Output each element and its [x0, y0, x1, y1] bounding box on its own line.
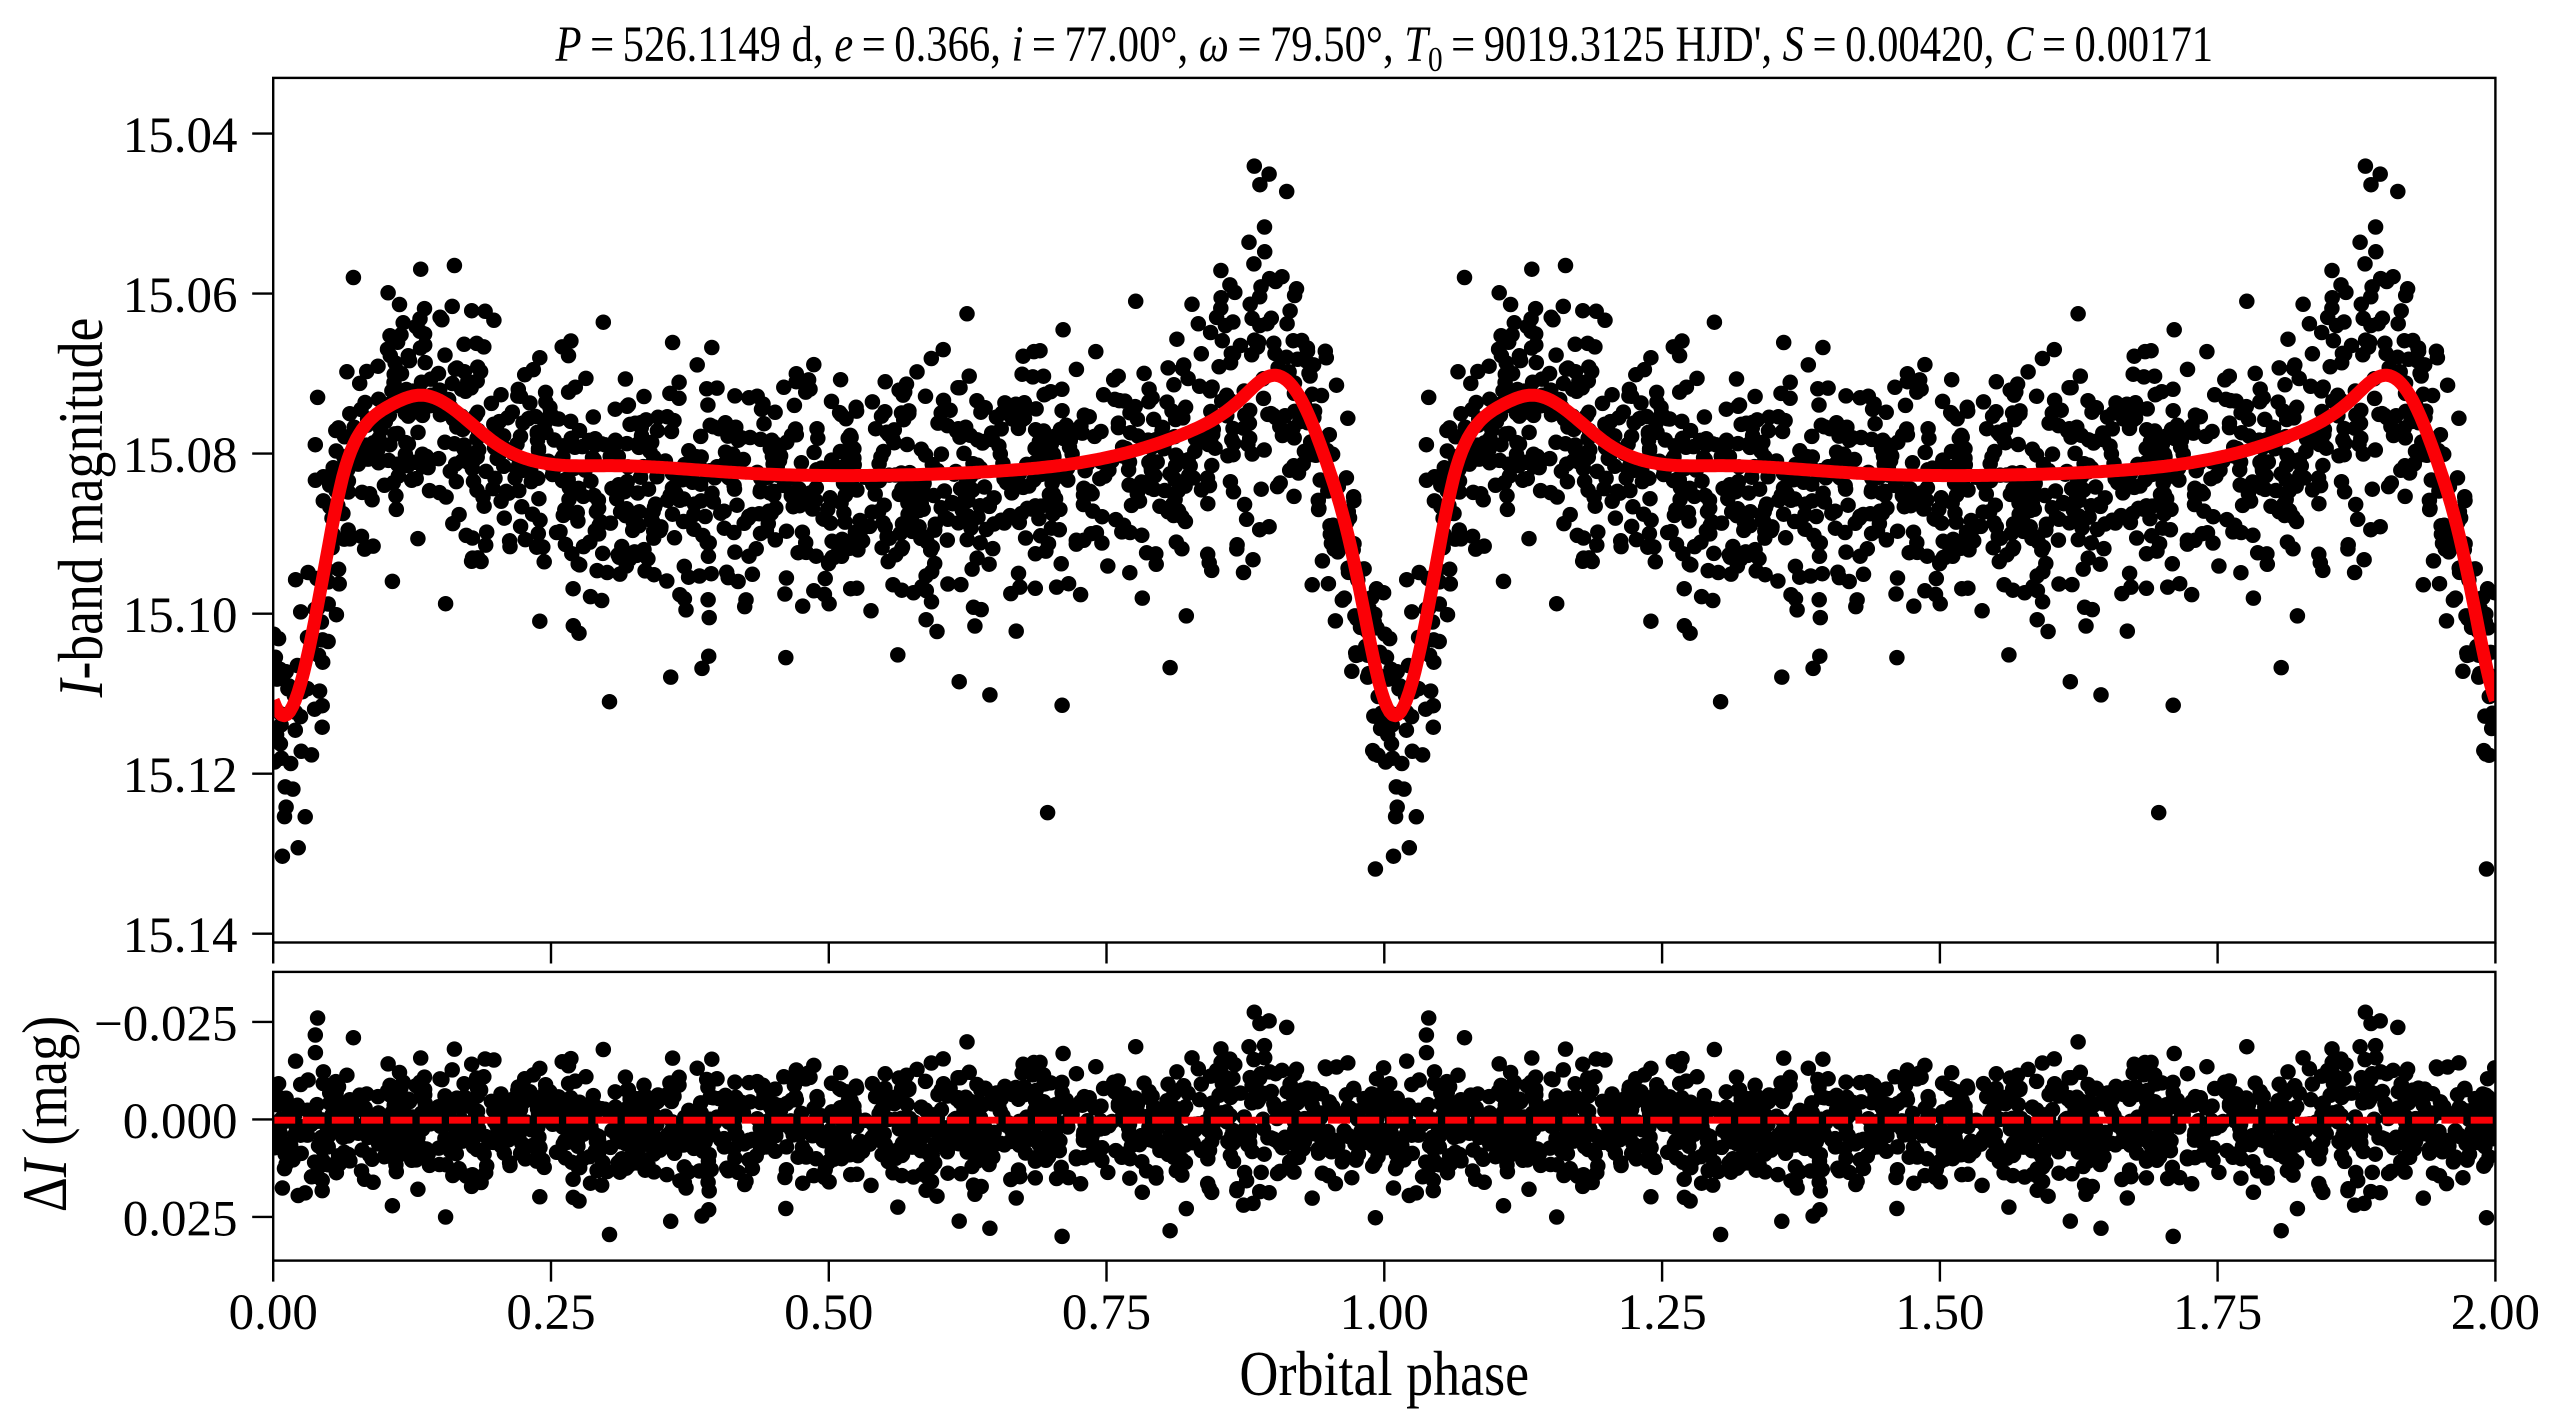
svg-text:15.12: 15.12	[123, 748, 238, 804]
svg-text:15.10: 15.10	[123, 588, 238, 644]
svg-text:15.06: 15.06	[123, 268, 238, 324]
svg-text:0.000: 0.000	[123, 1094, 238, 1150]
svg-text:−0.025: −0.025	[94, 996, 238, 1052]
svg-text:1.50: 1.50	[1895, 1285, 1984, 1341]
svg-text:0.00: 0.00	[229, 1285, 318, 1341]
svg-text:Orbital phase: Orbital phase	[1239, 1338, 1529, 1409]
svg-text:0.75: 0.75	[1062, 1285, 1151, 1341]
svg-text:1.00: 1.00	[1340, 1285, 1429, 1341]
svg-text:I-band magnitude: I-band magnitude	[45, 318, 117, 699]
svg-text:P = 526.1149 d, e = 0.366, i =: P = 526.1149 d, e = 0.366, i = 77.00°, ω…	[555, 17, 2213, 79]
svg-text:0.25: 0.25	[506, 1285, 595, 1341]
svg-text:15.04: 15.04	[123, 108, 238, 164]
svg-text:0.025: 0.025	[123, 1191, 238, 1247]
svg-text:2.00: 2.00	[2451, 1285, 2540, 1341]
svg-text:15.14: 15.14	[123, 908, 238, 964]
svg-text:1.75: 1.75	[2173, 1285, 2262, 1341]
svg-text:15.08: 15.08	[123, 428, 238, 484]
svg-text:0.50: 0.50	[784, 1285, 873, 1341]
svg-text:ΔI (mag): ΔI (mag)	[9, 1016, 80, 1213]
svg-text:1.25: 1.25	[1617, 1285, 1706, 1341]
